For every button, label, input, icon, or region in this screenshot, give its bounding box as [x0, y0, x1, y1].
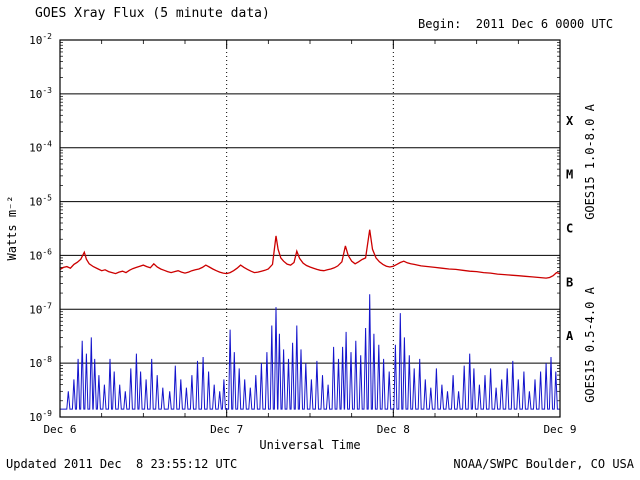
x-tick-label: Dec 8: [377, 423, 410, 436]
credit-label: NOAA/SWPC Boulder, CO USA: [453, 457, 634, 471]
plot-frame: [59, 39, 561, 418]
chart-title: GOES Xray Flux (5 minute data): [35, 6, 270, 21]
flare-class-label: B: [566, 275, 573, 289]
y-tick-label: 10-5: [29, 194, 52, 209]
flare-class-label: A: [566, 329, 574, 343]
y-tick-label: 10-6: [29, 247, 52, 262]
x-tick-label: Dec 6: [43, 423, 76, 436]
flare-class-label: C: [566, 222, 573, 236]
plot-area: Dec 6 Dec 7 Dec 8 Dec 9 10-2 10-3 10-4 10-5 10-6…: [29, 32, 576, 436]
y-tick-label: 10-3: [29, 86, 52, 101]
updated-timestamp-label: Updated 2011 Dec 8 23:55:12 UTC: [6, 457, 237, 471]
flare-class-label: X: [566, 114, 574, 128]
x-tick-label: Dec 7: [210, 423, 243, 436]
y-tick-label: 10-7: [29, 301, 52, 316]
series-label-long-wave: GOES15 1.0-8.0 A: [583, 103, 597, 219]
y-tick-label: 10-4: [29, 140, 52, 155]
series-label-short-wave: GOES15 0.5-4.0 A: [583, 286, 597, 402]
long-wave-flux-line: [59, 229, 561, 279]
x-tick-label: Dec 9: [543, 423, 576, 436]
short-wave-flux-line: [60, 294, 560, 410]
y-axis-title: Watts m⁻²: [5, 195, 19, 260]
y-tick-label: 10-8: [29, 355, 52, 370]
y-tick-label: 10-9: [29, 409, 52, 424]
y-tick-label: 10-2: [29, 32, 52, 47]
begin-timestamp-label: Begin: 2011 Dec 6 0000 UTC: [418, 17, 613, 31]
x-axis-title: Universal Time: [259, 438, 360, 452]
flare-class-label: M: [566, 168, 573, 182]
